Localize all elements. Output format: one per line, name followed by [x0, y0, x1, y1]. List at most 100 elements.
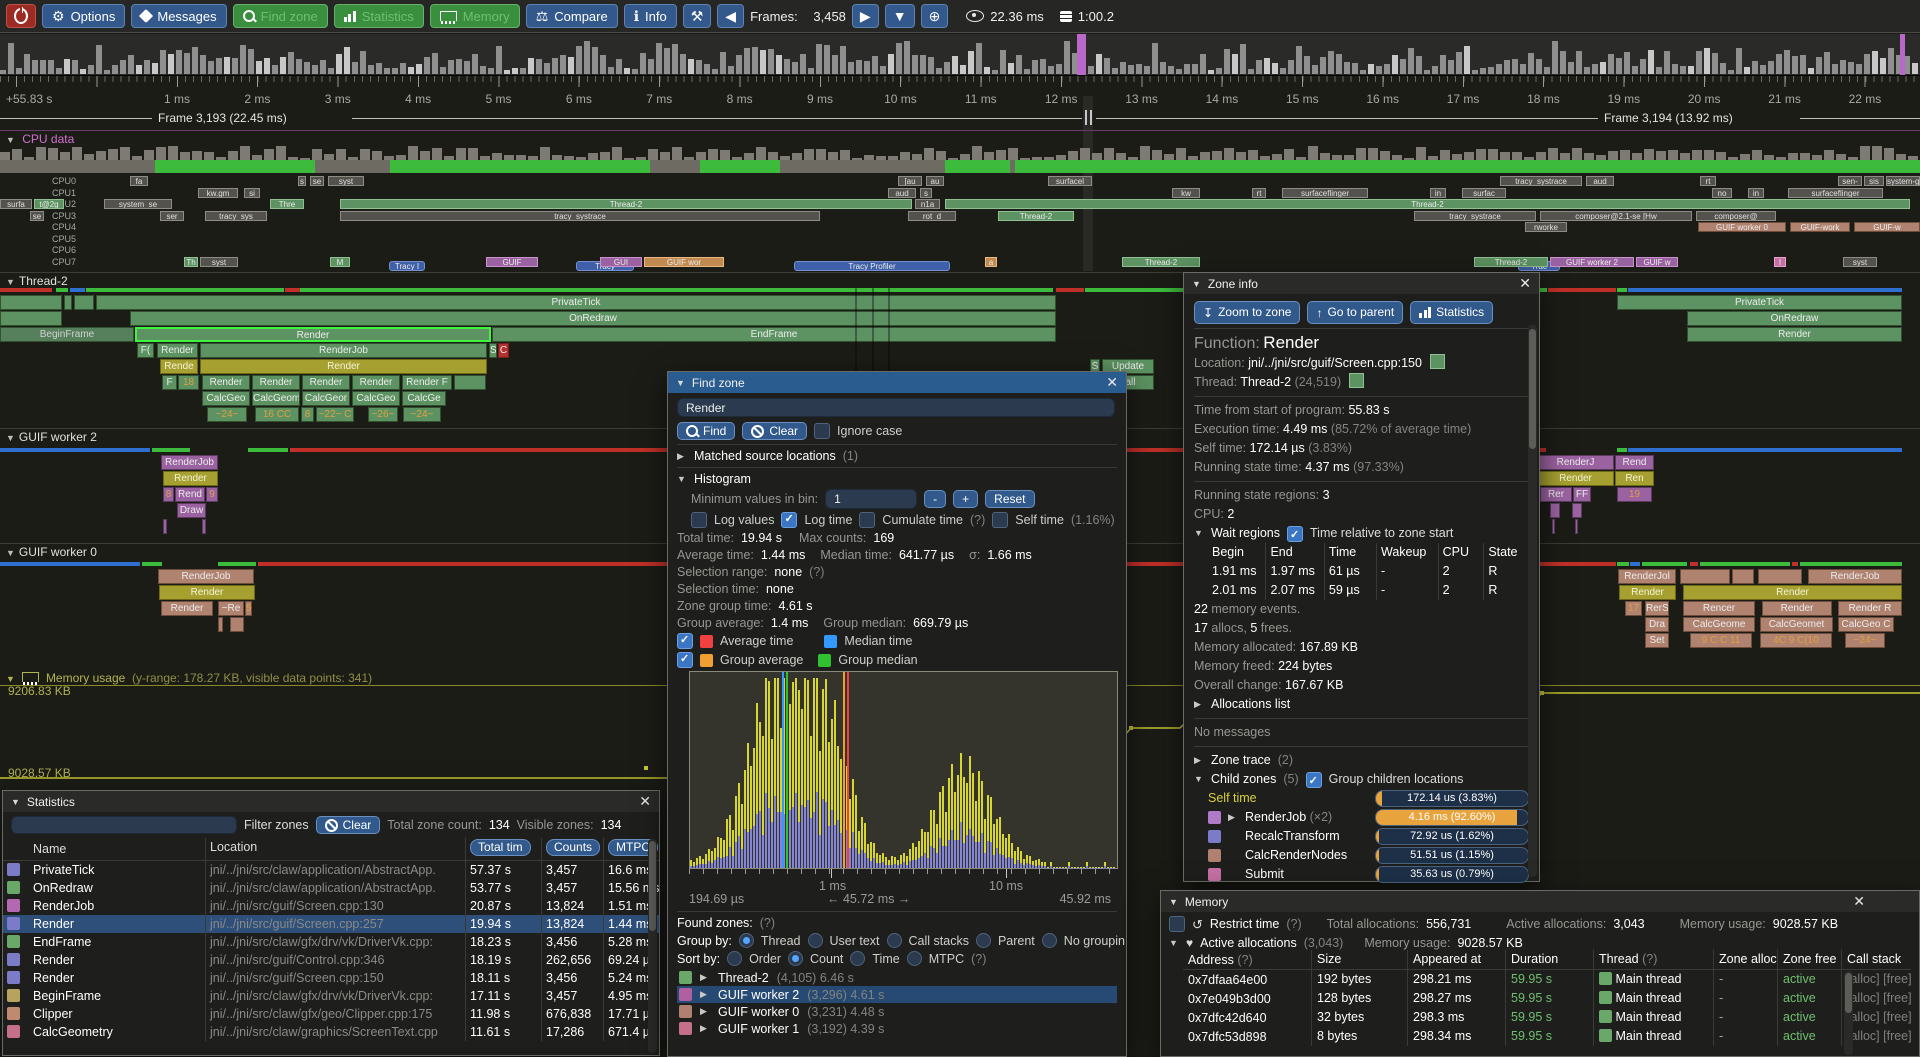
timeline-zone[interactable] [1758, 569, 1802, 584]
timeline-zone[interactable]: Update [1102, 359, 1154, 374]
timeline-zone[interactable]: CalcGeomet [1760, 617, 1833, 632]
cpu-zone[interactable]: aud [888, 187, 916, 198]
timeline-zone[interactable] [1550, 503, 1560, 518]
timeline-zone[interactable]: CalcGeo C [1838, 617, 1894, 632]
cpu-zone[interactable]: system-grm [1886, 176, 1920, 186]
cpu-zone[interactable]: aud [1586, 176, 1614, 186]
prev-frame-button[interactable]: ◀ [717, 4, 745, 28]
memory-scrollbar[interactable] [1844, 971, 1853, 1055]
cpu-zone[interactable]: I [1774, 256, 1786, 267]
timeline-zone[interactable]: Render [202, 375, 250, 390]
timeline-zone[interactable]: F [162, 375, 177, 390]
sort-by-count-radio[interactable] [788, 951, 804, 966]
timeline-zone[interactable]: RenderJol [1618, 569, 1676, 584]
timeline-zone[interactable]: 5 [245, 601, 252, 616]
goto-frame-button[interactable]: ⊕ [920, 4, 949, 28]
cpu-zone[interactable]: se [30, 210, 44, 221]
cpu-zone[interactable]: ser [160, 210, 184, 221]
cpu-zone[interactable]: GUIF-w [1854, 222, 1920, 232]
timeline-zone[interactable]: Render R [1838, 601, 1902, 616]
cpu-zone[interactable]: GUIF w [1636, 256, 1678, 267]
timeline-zone[interactable]: ~24~ [403, 407, 441, 422]
timeline-zone[interactable]: Render [135, 327, 491, 342]
timeline-zone[interactable]: RenderJob [200, 343, 487, 358]
cpu-zone[interactable]: surfac [1462, 187, 1506, 198]
timeline-zone[interactable]: Render [1537, 471, 1614, 486]
cpu-zone[interactable]: surfaceflinger [1788, 187, 1883, 198]
statistics-scrollbar[interactable] [648, 839, 657, 1053]
cpu-zone[interactable]: Thread-2 [340, 199, 912, 209]
timeline-zone[interactable]: Render [157, 343, 198, 358]
next-frame-button[interactable]: ▶ [851, 4, 879, 28]
timeline-zone[interactable]: 18 [178, 375, 199, 390]
find-button[interactable]: Find [677, 422, 736, 440]
self-time-checkbox[interactable] [992, 512, 1009, 528]
timeline-zone[interactable]: 4C 9 C(10 [1760, 633, 1832, 648]
timeline-zone[interactable]: Render [1762, 601, 1832, 616]
column-size[interactable]: Size [1311, 950, 1407, 969]
cpu-zone[interactable]: s [920, 187, 932, 198]
cpu-zone[interactable]: Thread-2 [945, 199, 1910, 209]
timeline-zone[interactable] [202, 519, 206, 534]
timeline-zone[interactable]: 19 [1617, 487, 1652, 502]
timeline-zone[interactable]: BeginFrame [0, 327, 134, 342]
close-icon[interactable]: ✕ [1853, 893, 1865, 909]
cpu-zone[interactable]: au [926, 176, 944, 186]
cpu-zone[interactable]: syst [328, 176, 364, 186]
min-bin-plus-button[interactable]: + [953, 490, 979, 508]
timeline-zone[interactable]: Render [252, 375, 300, 390]
timeline-zone[interactable]: Render [352, 375, 400, 390]
cumulate-time-checkbox[interactable] [859, 512, 876, 528]
timeline-zone[interactable]: CalcGeome [252, 391, 300, 406]
thread-color-box[interactable] [1349, 373, 1365, 388]
timeline-zone[interactable]: 8 [301, 407, 314, 422]
timeline-zone[interactable]: Ren [1615, 471, 1654, 486]
zone-statistics-button[interactable]: Statistics [1410, 301, 1494, 324]
table-row[interactable]: BeginFrame jni/../jni/src/claw/gfx/drv/v… [3, 987, 659, 1005]
log-time-checkbox[interactable] [781, 512, 798, 528]
cpu-zone[interactable]: [au [898, 176, 922, 186]
child-zone-row[interactable]: RecalcTransform 72.92 us (1.62%) [1208, 827, 1529, 846]
table-row[interactable]: 0x7e049b3d00 128 bytes 298.27 ms 59.95 s… [1183, 989, 1912, 1008]
cpu-zone[interactable]: kw [1172, 187, 1200, 198]
min-bin-input[interactable]: 1 [825, 489, 918, 509]
cpu-zone[interactable]: si [244, 187, 260, 198]
timeline-zone[interactable]: RenderJ [1537, 455, 1614, 470]
group-by-call-stacks-radio[interactable] [886, 933, 902, 948]
cpu-zone[interactable]: Thre [270, 199, 304, 209]
timeline-zone[interactable]: CalcGeo [352, 391, 400, 406]
timeline-zone[interactable]: OnRedraw [130, 311, 1056, 326]
timeline-zone[interactable]: CalcGeome [1683, 617, 1755, 632]
found-zone-group[interactable]: ▶ GUIF worker 1 (3,192) 4.39 s [677, 1020, 1117, 1037]
selected-frame-marker[interactable] [1077, 34, 1086, 75]
average-time-checkbox[interactable] [677, 633, 693, 649]
cpu-zone[interactable]: surfa [0, 199, 32, 209]
group-children-checkbox[interactable] [1305, 771, 1322, 791]
timeline-zone[interactable]: Dra [1645, 617, 1669, 632]
timeline-zone[interactable]: RenderJob [158, 569, 254, 584]
timeline-zone[interactable]: 9 C C 11 [1690, 633, 1752, 648]
timeline-zone[interactable]: RenderJob [161, 455, 218, 470]
cpu-zone[interactable]: surfacel [1048, 176, 1092, 186]
column-appeared-at[interactable]: Appeared at [1407, 950, 1505, 969]
cpu-zone[interactable]: Th [184, 256, 198, 267]
cpu-zone[interactable]: no [1712, 187, 1732, 198]
compare-button[interactable]: ⚖ Compare [525, 4, 618, 28]
cpu-zone[interactable]: se [310, 176, 324, 186]
timeline-zone[interactable]: Set [1645, 633, 1669, 648]
found-zone-group[interactable]: ▶ GUIF worker 0 (3,231) 4.48 s [677, 1003, 1117, 1020]
group-by-parent-radio[interactable] [975, 933, 991, 948]
column-thread[interactable]: Thread (?) [1593, 950, 1713, 969]
timeline-zone[interactable]: 16 CC [255, 407, 299, 422]
group-by-no-groupin-radio[interactable] [1041, 933, 1057, 948]
find-zone-histogram[interactable] [689, 671, 1118, 869]
child-zones-section[interactable]: ▼ Child zones(5) Group children location… [1194, 770, 1529, 791]
time-ruler[interactable]: +55.83 s 1 ms 2 ms 3 ms 4 ms 5 ms 6 ms 7 ms 8 m… [0, 76, 1920, 112]
tools-button[interactable]: ⚒ [682, 4, 712, 28]
search-input[interactable]: Render [677, 398, 1115, 417]
thread-header[interactable]: ▼ Thread-2 [0, 272, 1920, 288]
cpu-zone[interactable]: GUI [600, 256, 642, 267]
timeline-zone[interactable] [1680, 569, 1730, 584]
timeline-zone[interactable] [230, 617, 244, 632]
statistics-titlebar[interactable]: ▼ Statistics ✕ [3, 791, 659, 812]
